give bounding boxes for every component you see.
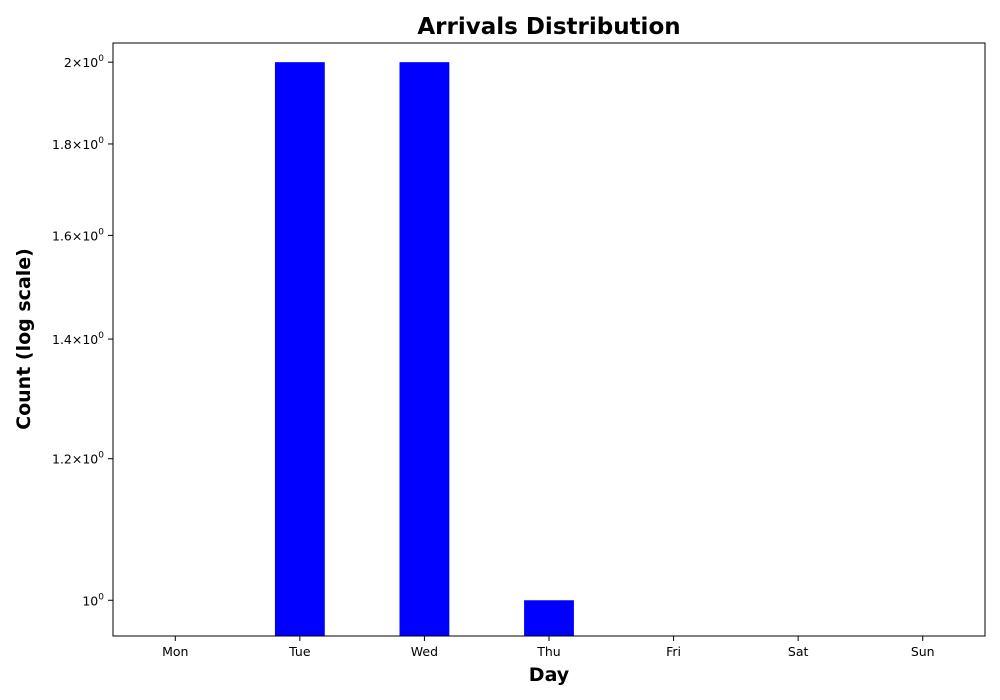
bar-tue	[274, 62, 325, 637]
y-tick-label: 100	[82, 592, 104, 608]
x-tick-label: Sun	[911, 644, 935, 659]
y-tick-label: 1.2×100	[52, 451, 104, 467]
y-axis-ticks: 100 1.2×100 1.4×100 1.6×100 1.8×100 2×100	[52, 54, 113, 608]
bar-wed	[399, 62, 450, 637]
x-tick-label: Thu	[536, 644, 560, 659]
y-tick-label: 2×100	[64, 54, 104, 70]
x-tick-label: Fri	[666, 644, 681, 659]
chart-title: Arrivals Distribution	[417, 14, 680, 40]
bars-group	[274, 62, 574, 637]
x-tick-label: Sat	[788, 644, 809, 659]
y-tick-label: 1.4×100	[52, 331, 104, 347]
bar-thu	[524, 600, 574, 636]
y-tick-label: 1.8×100	[52, 136, 104, 152]
x-axis-label: Day	[529, 664, 570, 686]
x-tick-label: Wed	[411, 644, 438, 659]
x-tick-label: Tue	[288, 644, 311, 659]
plot-area-frame	[112, 42, 986, 637]
x-tick-label: Mon	[162, 644, 188, 659]
y-tick-label: 1.6×100	[52, 227, 104, 243]
x-axis-ticks: Mon Tue Wed Thu Fri Sat Sun	[162, 636, 935, 659]
y-axis-label: Count (log scale)	[13, 248, 35, 430]
